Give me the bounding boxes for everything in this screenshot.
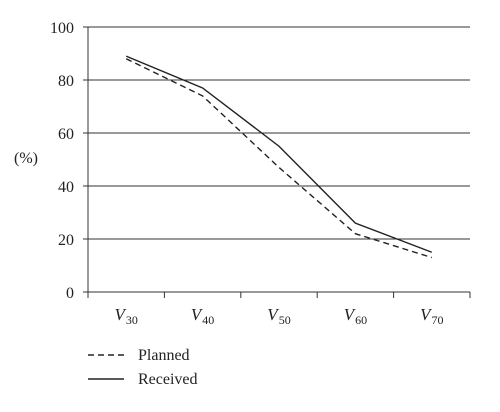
legend-label-planned: Planned (138, 347, 190, 364)
y-axis-ticks: 0 20 40 60 80 100 (50, 20, 88, 302)
x-tick-label-V70: V70 (420, 305, 443, 327)
y-tick-label-0: 0 (66, 285, 74, 302)
x-tick-label-V30: V30 (115, 305, 138, 327)
series-line-received (125, 55, 433, 253)
legend: Planned Received (88, 347, 198, 388)
y-axis-label: (%) (14, 150, 38, 167)
y-tick-label-60: 60 (58, 126, 74, 143)
x-tick-label-V50: V50 (267, 305, 290, 327)
y-tick-label-20: 20 (58, 232, 74, 249)
x-axis-ticks: V30 V40 V50 V60 V70 (87, 292, 471, 327)
x-tick-label-V40: V40 (191, 305, 214, 327)
y-tick-label-40: 40 (58, 179, 74, 196)
series-line-planned (125, 58, 433, 259)
axes (87, 27, 470, 293)
x-tick-label-V60: V60 (344, 305, 367, 327)
y-tick-label-100: 100 (50, 20, 74, 37)
y-tick-label-80: 80 (58, 73, 74, 90)
legend-label-received: Received (138, 371, 198, 388)
grid-lines (88, 26, 470, 240)
series-lines (125, 55, 433, 259)
